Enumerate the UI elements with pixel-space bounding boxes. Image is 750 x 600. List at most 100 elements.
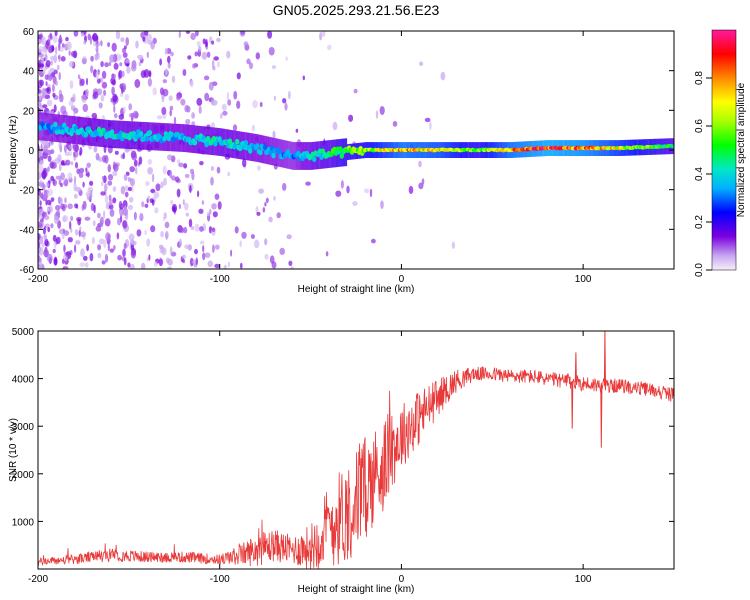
heat-cell [171,75,176,84]
heat-cell [67,237,73,243]
heat-cell [135,40,139,49]
heat-cell [69,80,74,89]
heat-cell [96,126,102,133]
heat-cell [198,105,202,115]
heat-cell [161,95,165,103]
heat-cell [41,170,47,179]
heat-cell [230,249,233,257]
heat-cell [369,188,373,198]
heat-cell [339,153,344,159]
heat-cell [118,200,123,210]
heat-cell [111,79,116,86]
heat-cell [58,197,63,205]
heat-cell [321,31,326,38]
heat-cell [214,263,221,269]
heat-cell [79,150,82,157]
heat-cell [380,200,384,209]
heat-cell [327,44,332,51]
heat-cell [56,209,61,218]
heat-cell [129,263,135,269]
heat-cell [408,185,414,195]
heat-cell [153,261,158,267]
heat-cell [189,257,194,267]
heat-cell [169,109,172,117]
heat-cell [169,170,173,179]
heat-cell [211,40,215,45]
heat-cell [169,246,173,256]
heat-cell [100,191,106,196]
heat-cell [61,122,67,128]
heat-cell [38,163,43,172]
heat-cell [109,248,115,253]
heat-cell [101,260,106,265]
heat-cell [352,201,358,206]
heat-cell [39,160,44,165]
heat-cell [90,190,93,199]
heat-cell [207,211,210,217]
heat-cell [165,67,168,76]
x-tick-label: 100 [575,574,592,585]
heat-cell [52,34,58,44]
heat-cell [80,32,84,37]
heat-cell [44,215,50,221]
heat-cell [190,32,196,41]
heat-cell [152,87,157,96]
spectrogram-heat-layer [38,31,674,269]
heat-cell [72,93,76,101]
heat-cell [63,179,69,187]
heat-cell [194,248,198,255]
heat-cell [84,216,91,221]
heat-cell [210,166,214,171]
heat-cell [127,186,133,192]
heat-cell [108,61,112,66]
snr-y-axis: 1000 2000 3000 4000 5000 [12,327,674,528]
heat-cell [273,95,276,101]
snr-spike [600,385,603,448]
heat-cell [49,60,54,66]
heat-cell [82,181,85,188]
heat-cell [75,186,82,193]
heat-cell [131,153,138,161]
heat-cell [93,39,96,47]
heat-cell [38,46,44,53]
colorbar: 0.0 0.2 0.4 0.6 0.8 Normalized spectral ampl… [694,29,747,277]
heat-cell [55,46,58,55]
heat-cell [113,62,119,70]
heat-cell [73,175,77,185]
heat-cell [74,244,77,253]
heat-cell [68,144,73,150]
heat-cell [61,43,65,48]
heat-cell [128,103,132,111]
heat-cell [62,216,66,223]
y-tick-label: 3000 [12,422,35,433]
heat-cell [346,185,350,194]
heat-cell [46,206,49,212]
heat-cell [191,112,196,119]
heat-cell [83,255,88,261]
heat-cell [180,227,185,234]
chart-title: GN05.2025.293.21.56.E23 [273,2,440,18]
heat-cell [159,58,163,66]
heat-cell [53,104,57,113]
heat-cell [305,181,311,186]
heat-cell [53,121,58,128]
heat-cell [46,39,51,46]
heat-cell [64,197,67,204]
heat-cell [335,190,342,197]
snr-y-label: SNR (10 * v/v) [8,418,19,482]
heat-cell [126,66,131,74]
heat-cell [151,199,155,206]
y-tick-label: 5000 [12,327,35,338]
heat-cell [52,248,56,254]
heat-cell [74,203,78,209]
heat-cell [221,103,227,111]
heat-cell [120,185,126,195]
heat-cell [86,162,91,168]
heat-cell [207,260,214,268]
heat-cell [214,244,220,250]
heat-cell [268,46,275,56]
x-tick-label: -200 [28,274,48,285]
heat-cell [52,179,57,187]
heat-cell [55,175,62,180]
